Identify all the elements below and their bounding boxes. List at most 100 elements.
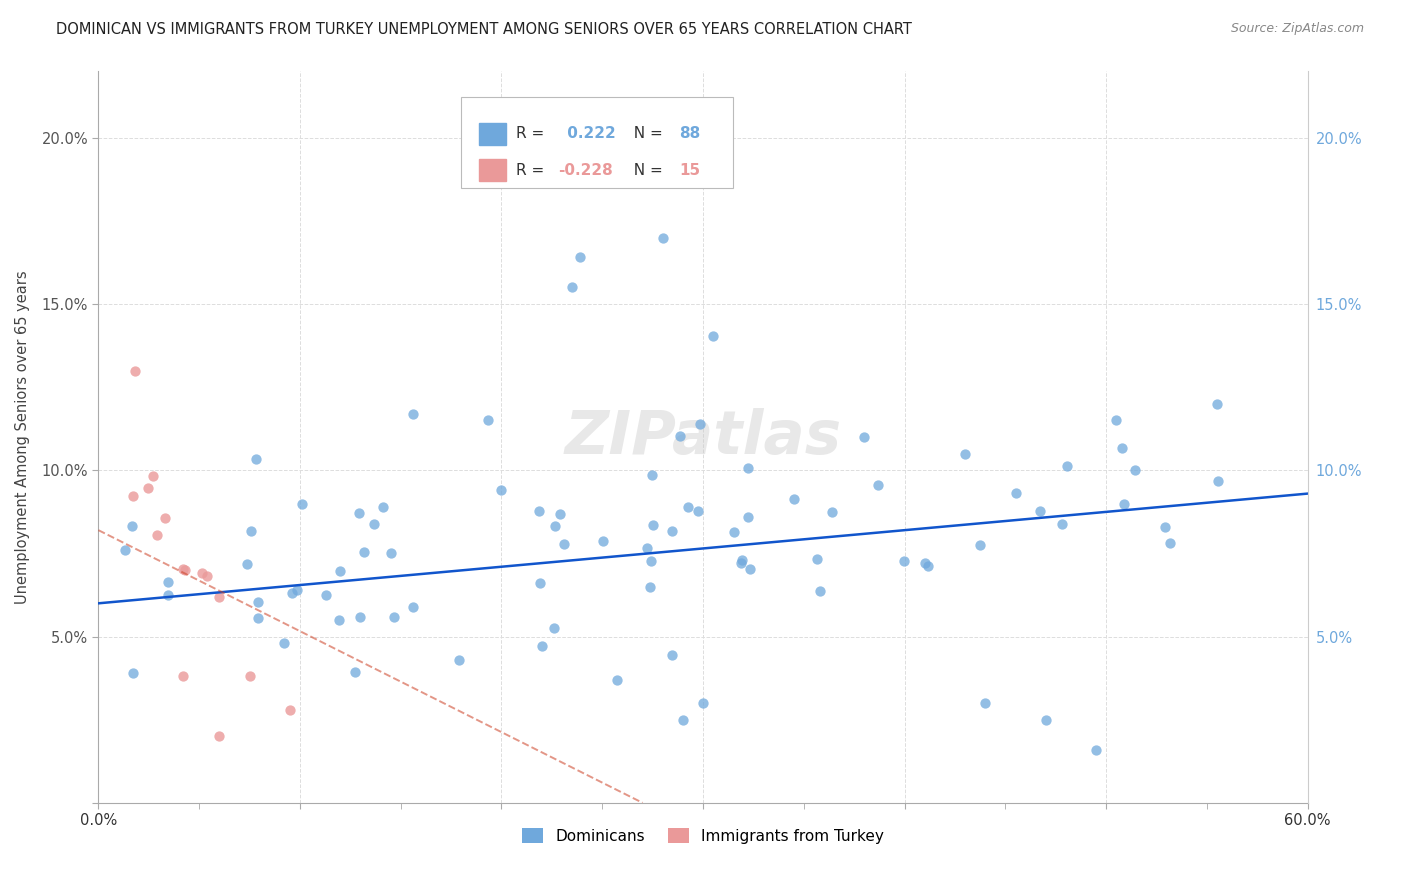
Bar (479, 122, 506, 145)
Point (236, 557, 259, 571)
Point (527, 504, 550, 518)
Point (561, 280, 583, 294)
Point (672, 713, 695, 727)
Point (808, 583, 831, 598)
Point (239, 524, 262, 539)
Point (893, 554, 915, 568)
Point (153, 511, 176, 525)
Point (285, 583, 308, 598)
Point (568, 250, 591, 264)
Point (172, 562, 194, 576)
Text: 88: 88 (679, 126, 700, 141)
Point (543, 621, 565, 635)
Point (146, 528, 169, 542)
Point (548, 507, 571, 521)
FancyBboxPatch shape (461, 97, 734, 188)
Point (969, 538, 991, 552)
Point (1159, 535, 1181, 549)
Point (1004, 486, 1026, 500)
Point (1085, 742, 1108, 756)
Point (640, 554, 662, 568)
Point (953, 447, 976, 461)
Point (1123, 463, 1146, 477)
Text: 0.222: 0.222 (561, 126, 616, 141)
Point (353, 545, 375, 559)
Point (328, 613, 350, 627)
Point (491, 483, 513, 498)
Point (1105, 413, 1128, 427)
Point (737, 509, 759, 524)
Point (821, 505, 844, 519)
Point (641, 517, 664, 532)
Point (121, 666, 143, 681)
Point (806, 551, 828, 566)
Text: DOMINICAN VS IMMIGRANTS FROM TURKEY UNEMPLOYMENT AMONG SENIORS OVER 65 YEARS COR: DOMINICAN VS IMMIGRANTS FROM TURKEY UNEM… (56, 22, 912, 37)
Point (692, 696, 714, 710)
Point (477, 413, 499, 427)
Point (371, 500, 394, 514)
Point (402, 407, 425, 421)
Point (239, 669, 262, 683)
Point (315, 588, 337, 602)
Point (1035, 713, 1057, 727)
Point (661, 648, 683, 662)
Point (246, 610, 269, 624)
Point (531, 639, 554, 653)
Point (156, 588, 179, 602)
Point (380, 546, 402, 560)
Point (737, 460, 759, 475)
Point (329, 564, 352, 578)
Point (974, 696, 997, 710)
Text: R =: R = (516, 162, 548, 178)
Point (638, 581, 661, 595)
Point (866, 478, 889, 492)
Point (157, 574, 180, 589)
Point (273, 636, 295, 650)
Point (686, 504, 709, 518)
Point (543, 519, 565, 533)
Point (641, 468, 664, 483)
Point (121, 489, 143, 503)
Text: 15: 15 (679, 162, 700, 178)
Point (676, 500, 699, 514)
Point (651, 230, 673, 244)
Point (190, 566, 212, 581)
Point (723, 525, 745, 540)
Point (136, 482, 159, 496)
Text: ZIPatlas: ZIPatlas (564, 408, 842, 467)
Point (1052, 516, 1074, 531)
Point (121, 519, 143, 533)
Y-axis label: Unemployment Among Seniors over 65 years: Unemployment Among Seniors over 65 years (15, 270, 31, 604)
Point (661, 524, 683, 538)
Point (173, 563, 195, 577)
Text: R =: R = (516, 126, 548, 141)
Point (702, 329, 724, 343)
Point (172, 669, 194, 683)
Point (853, 430, 876, 444)
Point (917, 559, 939, 574)
Point (689, 417, 711, 431)
Point (363, 517, 385, 532)
Point (208, 590, 231, 604)
Text: N =: N = (624, 126, 668, 141)
Point (349, 610, 371, 624)
Point (1206, 397, 1229, 411)
Point (1111, 441, 1133, 455)
Point (402, 600, 425, 615)
Point (195, 569, 218, 583)
Point (592, 533, 614, 548)
Point (384, 610, 406, 624)
Point (740, 562, 762, 576)
Point (124, 363, 146, 377)
Point (291, 497, 314, 511)
Point (783, 492, 806, 507)
Point (278, 703, 301, 717)
Point (553, 537, 575, 551)
Point (731, 552, 754, 566)
Point (1206, 474, 1229, 488)
Point (606, 673, 628, 688)
Legend: Dominicans, Immigrants from Turkey: Dominicans, Immigrants from Turkey (516, 822, 890, 850)
Point (343, 665, 366, 680)
Text: Source: ZipAtlas.com: Source: ZipAtlas.com (1230, 22, 1364, 36)
Point (245, 452, 267, 467)
